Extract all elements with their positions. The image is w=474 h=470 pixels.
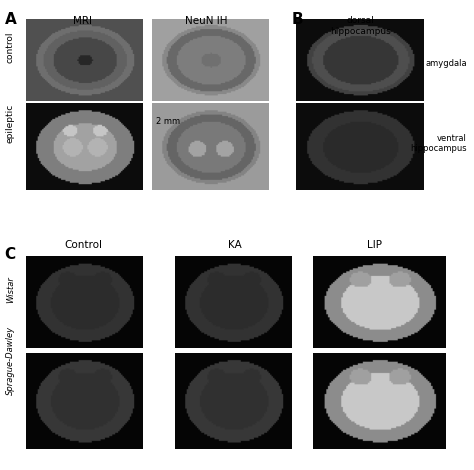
Text: LIP: LIP xyxy=(367,240,382,250)
Text: epileptic: epileptic xyxy=(6,104,15,143)
Text: Control: Control xyxy=(64,240,102,250)
Text: NeuN IH: NeuN IH xyxy=(185,16,228,26)
Text: B: B xyxy=(292,12,303,27)
Text: C: C xyxy=(5,247,16,262)
Text: Wistar: Wistar xyxy=(6,276,15,303)
Text: control: control xyxy=(6,32,15,63)
Text: 2 mm: 2 mm xyxy=(156,118,180,126)
Text: ventral
hippocampus: ventral hippocampus xyxy=(410,133,467,153)
Text: Sprague-Dawley: Sprague-Dawley xyxy=(6,326,15,395)
Text: KA: KA xyxy=(228,240,242,250)
Text: dorsal
hippocampus: dorsal hippocampus xyxy=(330,16,391,36)
Text: amygdala: amygdala xyxy=(425,59,467,68)
Text: A: A xyxy=(5,12,17,27)
Text: MRI: MRI xyxy=(73,16,92,26)
